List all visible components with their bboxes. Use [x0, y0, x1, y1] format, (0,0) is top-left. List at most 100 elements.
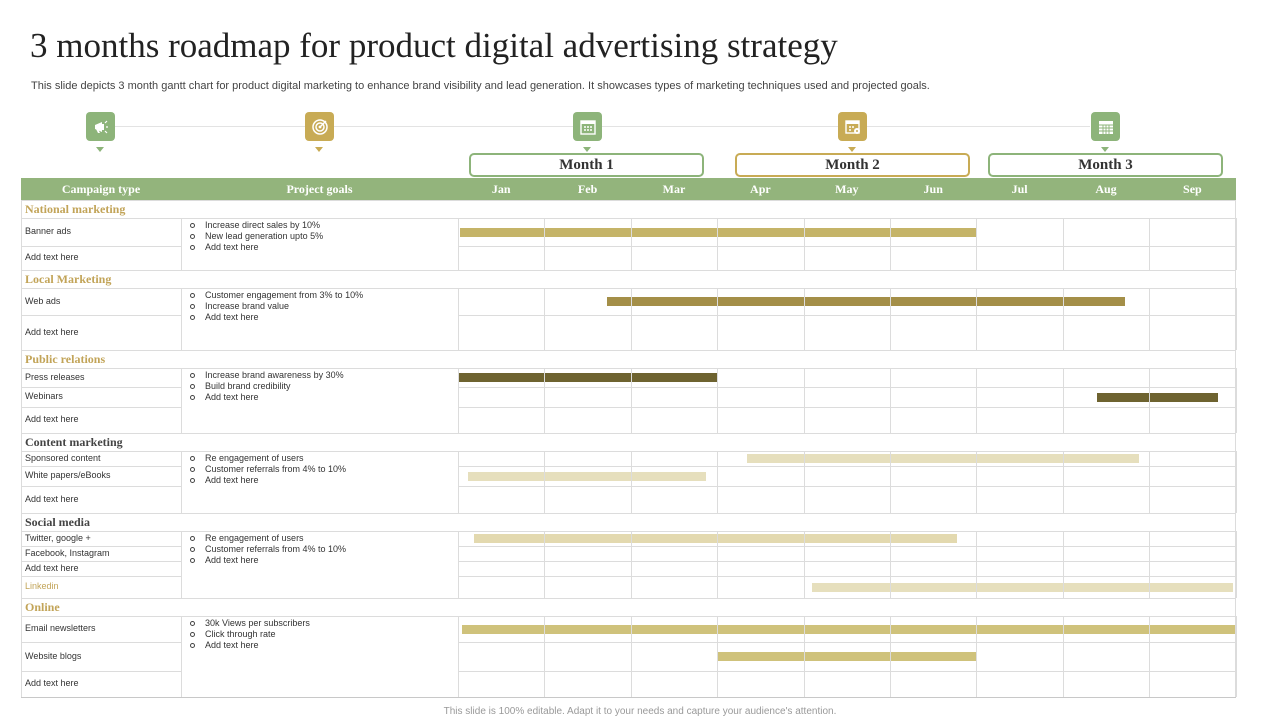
category-divider	[21, 598, 1236, 599]
campaign-item-label: Email newsletters	[25, 623, 96, 633]
goal-item: Build brand credibility	[189, 381, 344, 392]
item-divider	[458, 387, 1236, 388]
table-bottom-border	[21, 697, 1236, 698]
month-gridline	[976, 218, 978, 270]
campaign-item-label: Webinars	[25, 391, 63, 401]
month-gridline	[1235, 288, 1237, 350]
target-pointer-icon	[315, 147, 323, 152]
goal-item: Increase direct sales by 10%	[189, 220, 323, 231]
category-divider	[21, 350, 1236, 351]
month-gridline	[544, 288, 546, 350]
campaign-item-label: White papers/eBooks	[25, 470, 111, 480]
goal-item: Increase brand awareness by 30%	[189, 370, 344, 381]
category-divider	[21, 270, 1236, 271]
calendar-settings-icon	[838, 112, 867, 141]
item-divider	[21, 671, 181, 672]
goal-item: Add text here	[189, 312, 363, 323]
month-gridline	[1062, 218, 1064, 270]
month-gridline	[976, 616, 978, 697]
category-row-divider	[21, 218, 1236, 219]
calendar-grid-icon	[1091, 112, 1120, 141]
category-divider	[21, 433, 1236, 434]
item-divider	[21, 486, 181, 487]
calendar-settings-pointer-icon	[848, 147, 856, 152]
month-gridline	[1235, 218, 1237, 270]
project-goals-list: Re engagement of users Customer referrals…	[189, 533, 346, 566]
page-subtitle: This slide depicts 3 month gantt chart f…	[31, 80, 930, 92]
item-divider	[21, 407, 181, 408]
month-gridline	[630, 531, 632, 598]
goal-item: Add text here	[189, 242, 323, 253]
month-gridline	[1062, 616, 1064, 697]
gantt-bar	[607, 297, 1125, 306]
month-gridline	[458, 288, 459, 350]
megaphone-icon	[86, 112, 115, 141]
month-gridline	[976, 451, 978, 513]
month-gridline	[1235, 616, 1237, 697]
campaign-item-label: Web ads	[25, 295, 61, 306]
gantt-bar	[462, 624, 1236, 634]
campaign-item-label: Add text here	[25, 562, 79, 573]
month-gridline	[803, 451, 805, 513]
goal-item: Re engagement of users	[189, 533, 346, 544]
month-gridline	[1149, 616, 1151, 697]
month-gridline	[630, 288, 632, 350]
category-row-divider	[21, 368, 1236, 369]
header-project-goals: Project goals	[286, 182, 353, 196]
month-gridline	[890, 451, 891, 513]
header-campaign-type: Campaign type	[61, 182, 141, 196]
category-row-divider	[21, 531, 1236, 532]
page-title: 3 months roadmap for product digital adv…	[30, 26, 838, 65]
month-gridline	[717, 616, 719, 697]
month-gridline	[544, 451, 546, 513]
item-divider	[21, 246, 181, 247]
month-gridline	[803, 368, 805, 433]
table-right-border	[1235, 200, 1236, 697]
month-gridline	[1062, 451, 1064, 513]
calendar-grid-pointer-icon	[1101, 147, 1109, 152]
month-gridline	[1062, 531, 1064, 598]
category-divider	[21, 513, 1236, 514]
month-gridline	[544, 616, 546, 697]
month-header-jul: Jul	[1011, 182, 1028, 196]
category-divider	[21, 200, 1236, 201]
month-header-apr: Apr	[750, 182, 771, 196]
project-goals-list: Re engagement of users Customer referrals…	[189, 453, 346, 486]
month-gridline	[890, 616, 891, 697]
month-header-aug: Aug	[1095, 182, 1117, 196]
month-gridline	[458, 368, 459, 433]
campaign-item-label: Banner ads	[25, 226, 72, 236]
megaphone-pointer-icon	[96, 147, 104, 152]
column-divider	[181, 218, 182, 270]
item-divider	[458, 315, 1236, 316]
item-divider	[21, 387, 181, 388]
month-gridline	[717, 218, 719, 270]
campaign-item-label: Sponsored content	[25, 452, 101, 463]
goal-item: Add text here	[189, 475, 346, 486]
month-gridline	[803, 616, 805, 697]
month-header-may: May	[835, 182, 859, 196]
month-gridline	[630, 368, 632, 433]
table-header	[21, 178, 1236, 200]
goal-item: Increase brand value	[189, 301, 363, 312]
month-gridline	[458, 616, 459, 697]
month-gridline	[458, 451, 459, 513]
month-gridline	[458, 218, 459, 270]
gantt-bar	[468, 471, 706, 481]
item-divider	[458, 546, 1236, 547]
month-gridline	[803, 218, 805, 270]
project-goals-list: Customer engagement from 3% to 10% Increa…	[189, 290, 363, 323]
month-gridline	[890, 368, 891, 433]
campaign-item-label: Add text here	[25, 326, 79, 337]
month-gridline	[458, 531, 459, 598]
goal-item: Add text here	[189, 392, 344, 403]
campaign-item-label: Twitter, google +	[25, 532, 91, 543]
item-divider	[458, 246, 1236, 247]
month-gridline	[630, 616, 632, 697]
campaign-item-label: Add text here	[25, 678, 79, 688]
month-gridline	[976, 368, 978, 433]
goal-item: 30k Views per subscribers	[189, 618, 310, 629]
goal-item: Customer engagement from 3% to 10%	[189, 290, 363, 301]
item-divider	[458, 576, 1236, 577]
item-divider	[458, 466, 1236, 467]
